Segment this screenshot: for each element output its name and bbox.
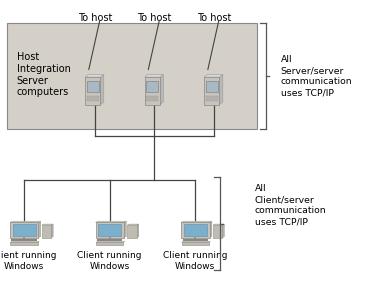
Polygon shape: [127, 224, 139, 225]
Polygon shape: [96, 221, 126, 222]
Text: Client running
Windows: Client running Windows: [77, 251, 142, 271]
Bar: [213, 225, 222, 238]
Polygon shape: [42, 224, 53, 225]
Polygon shape: [85, 74, 104, 77]
Polygon shape: [10, 221, 41, 222]
Polygon shape: [96, 241, 125, 242]
Text: Host
Integration
Server
computers: Host Integration Server computers: [17, 52, 71, 97]
Bar: [146, 99, 158, 101]
Polygon shape: [100, 74, 104, 105]
Text: All
Server/server
communication
uses TCP/IP: All Server/server communication uses TCP…: [281, 55, 353, 97]
Bar: [146, 96, 158, 98]
Bar: [184, 224, 207, 236]
Bar: [204, 77, 219, 105]
Bar: [96, 242, 124, 245]
Bar: [146, 81, 158, 92]
Text: Client running
Windows: Client running Windows: [163, 251, 228, 271]
Text: To host: To host: [137, 13, 171, 23]
Bar: [87, 99, 99, 101]
Text: Client running
Windows: Client running Windows: [0, 251, 57, 271]
Bar: [145, 77, 160, 105]
Bar: [87, 96, 99, 98]
Bar: [87, 81, 99, 92]
Polygon shape: [124, 221, 126, 238]
Bar: [10, 242, 38, 245]
Bar: [42, 225, 51, 238]
Polygon shape: [51, 224, 53, 238]
Bar: [206, 81, 218, 92]
Bar: [181, 222, 209, 238]
Polygon shape: [10, 241, 39, 242]
Polygon shape: [160, 74, 163, 105]
Polygon shape: [145, 74, 163, 77]
Polygon shape: [213, 224, 224, 225]
Text: To host: To host: [78, 13, 112, 23]
Polygon shape: [222, 224, 224, 238]
Bar: [85, 77, 100, 105]
Bar: [7, 23, 257, 129]
Bar: [206, 99, 218, 101]
Bar: [13, 224, 36, 236]
Polygon shape: [38, 221, 41, 238]
Polygon shape: [204, 74, 223, 77]
Polygon shape: [181, 221, 212, 222]
Bar: [98, 224, 121, 236]
Polygon shape: [209, 221, 212, 238]
Bar: [182, 242, 209, 245]
Polygon shape: [182, 241, 211, 242]
Bar: [10, 222, 38, 238]
Polygon shape: [137, 224, 139, 238]
Text: All
Client/server
communication
uses TCP/IP: All Client/server communication uses TCP…: [255, 184, 327, 226]
Text: To host: To host: [197, 13, 231, 23]
Bar: [206, 96, 218, 98]
Polygon shape: [219, 74, 223, 105]
Bar: [127, 225, 137, 238]
Bar: [96, 222, 124, 238]
